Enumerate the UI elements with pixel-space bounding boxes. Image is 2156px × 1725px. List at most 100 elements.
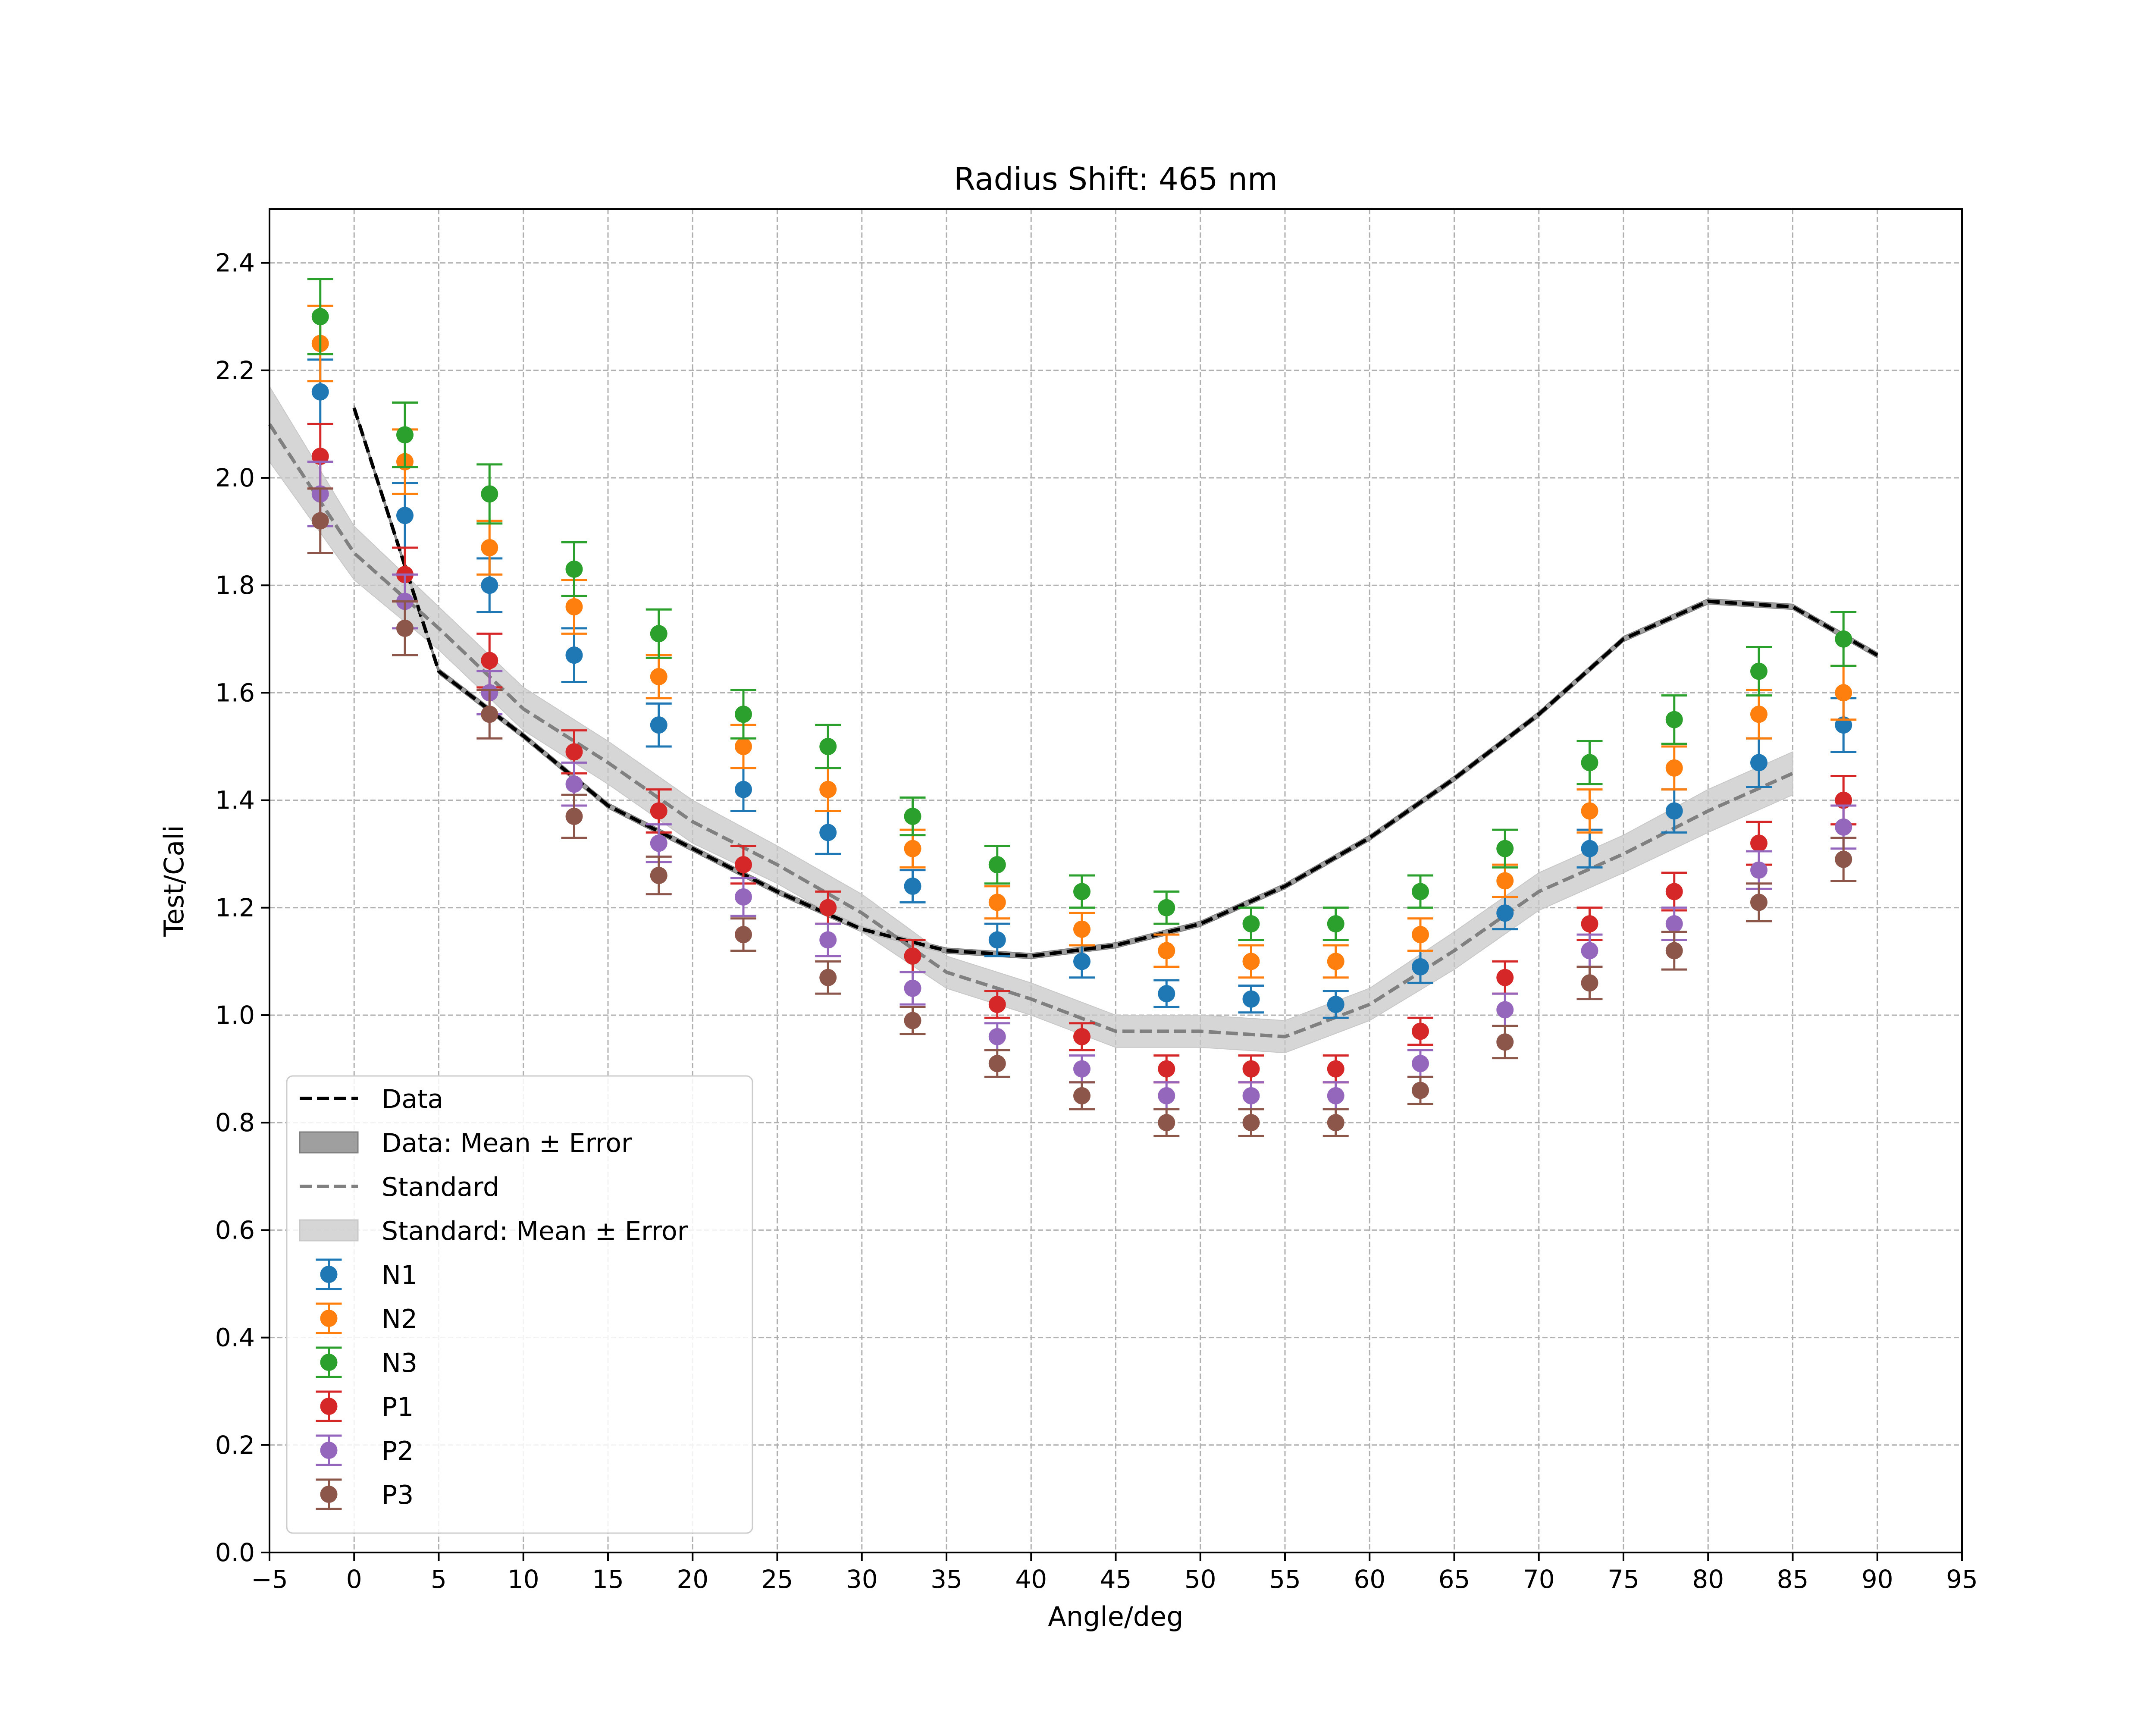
legend-label: N1 xyxy=(382,1260,417,1290)
data-point xyxy=(1665,759,1683,777)
data-point xyxy=(819,969,837,986)
data-point xyxy=(1496,872,1514,890)
x-tick-label: 5 xyxy=(431,1565,447,1594)
data-point xyxy=(1665,915,1683,933)
legend-label: Data xyxy=(382,1084,443,1114)
data-point xyxy=(481,577,498,594)
data-point xyxy=(650,668,667,686)
data-point xyxy=(1327,1060,1344,1078)
data-point xyxy=(1496,1033,1514,1051)
y-tick-label: 0.8 xyxy=(215,1108,255,1137)
y-tick-label: 0.4 xyxy=(215,1323,255,1352)
data-point xyxy=(1327,1114,1344,1132)
data-point xyxy=(904,877,921,895)
x-tick-label: 45 xyxy=(1100,1565,1132,1594)
data-point xyxy=(1073,1060,1091,1078)
x-tick-label: 65 xyxy=(1438,1565,1470,1594)
data-point xyxy=(650,802,667,820)
data-point xyxy=(1327,915,1344,933)
data-point xyxy=(904,840,921,857)
chart-title: Radius Shift: 465 nm xyxy=(954,161,1278,197)
data-point xyxy=(988,1055,1006,1073)
data-point xyxy=(650,716,667,734)
data-point xyxy=(1158,899,1175,916)
data-point xyxy=(1665,802,1683,820)
x-tick-label: 80 xyxy=(1692,1565,1724,1594)
data-point xyxy=(1750,706,1767,723)
data-point xyxy=(481,539,498,556)
data-point xyxy=(1242,1114,1260,1132)
legend-label: N2 xyxy=(382,1304,417,1334)
data-point xyxy=(1073,1028,1091,1045)
legend-band-swatch xyxy=(299,1131,359,1154)
data-point xyxy=(904,1012,921,1029)
data-point xyxy=(565,646,583,664)
data-point xyxy=(565,807,583,825)
data-point xyxy=(1496,969,1514,986)
x-tick-label: 35 xyxy=(931,1565,962,1594)
legend-marker-swatch xyxy=(320,1442,338,1459)
data-point xyxy=(904,807,921,825)
x-tick-label: 55 xyxy=(1269,1565,1301,1594)
y-tick-label: 1.8 xyxy=(215,571,255,600)
data-point xyxy=(819,738,837,755)
data-point xyxy=(1581,754,1598,772)
data-point xyxy=(1581,974,1598,992)
data-point xyxy=(819,899,837,916)
data-point xyxy=(1073,883,1091,900)
series-lines xyxy=(268,407,1878,1038)
data-point xyxy=(819,931,837,949)
legend-marker-swatch xyxy=(320,1354,338,1371)
data-point xyxy=(1412,1055,1429,1073)
data-point xyxy=(1327,1087,1344,1104)
legend-box xyxy=(286,1075,753,1534)
data-point xyxy=(1750,861,1767,879)
y-tick-label: 0.6 xyxy=(215,1215,255,1245)
data-point xyxy=(1835,684,1852,702)
legend-label: P1 xyxy=(382,1392,414,1422)
legend-label: P2 xyxy=(382,1436,414,1466)
data-point xyxy=(1158,1060,1175,1078)
data-point xyxy=(1073,920,1091,938)
scatter-points xyxy=(307,278,1857,1137)
error-band xyxy=(269,385,1793,1054)
x-tick-label: 85 xyxy=(1777,1565,1809,1594)
x-tick-label: 90 xyxy=(1861,1565,1893,1594)
data-point xyxy=(1412,926,1429,944)
y-tick-label: 2.4 xyxy=(215,248,255,278)
data-point xyxy=(1158,942,1175,960)
data-point xyxy=(988,856,1006,874)
data-point xyxy=(650,625,667,643)
data-point xyxy=(1750,754,1767,772)
data-point xyxy=(1242,915,1260,933)
data-point xyxy=(1158,1114,1175,1132)
x-tick-label: 60 xyxy=(1354,1565,1385,1594)
x-tick-label: 25 xyxy=(761,1565,793,1594)
data-point xyxy=(565,560,583,578)
y-tick-label: 1.6 xyxy=(215,678,255,707)
data-point xyxy=(481,652,498,669)
data-point xyxy=(1581,802,1598,820)
data-point xyxy=(481,706,498,723)
data-point xyxy=(735,888,752,906)
data-point xyxy=(1158,985,1175,1003)
data-point xyxy=(311,383,329,401)
data-point xyxy=(565,775,583,793)
data-point xyxy=(650,867,667,884)
data-point xyxy=(1412,958,1429,975)
x-axis-label: Angle/deg xyxy=(1048,1601,1183,1632)
data-point xyxy=(1242,953,1260,970)
data-point xyxy=(1412,883,1429,900)
data-point xyxy=(1073,953,1091,970)
legend-label: N3 xyxy=(382,1348,417,1378)
data-point xyxy=(1750,662,1767,680)
y-tick-label: 0.0 xyxy=(215,1538,255,1567)
data-point xyxy=(988,1028,1006,1045)
data-point xyxy=(1581,915,1598,933)
data-point xyxy=(904,947,921,965)
data-point xyxy=(1665,883,1683,900)
data-point xyxy=(988,931,1006,949)
data-point xyxy=(1412,1082,1429,1099)
legend-label: P3 xyxy=(382,1480,414,1510)
